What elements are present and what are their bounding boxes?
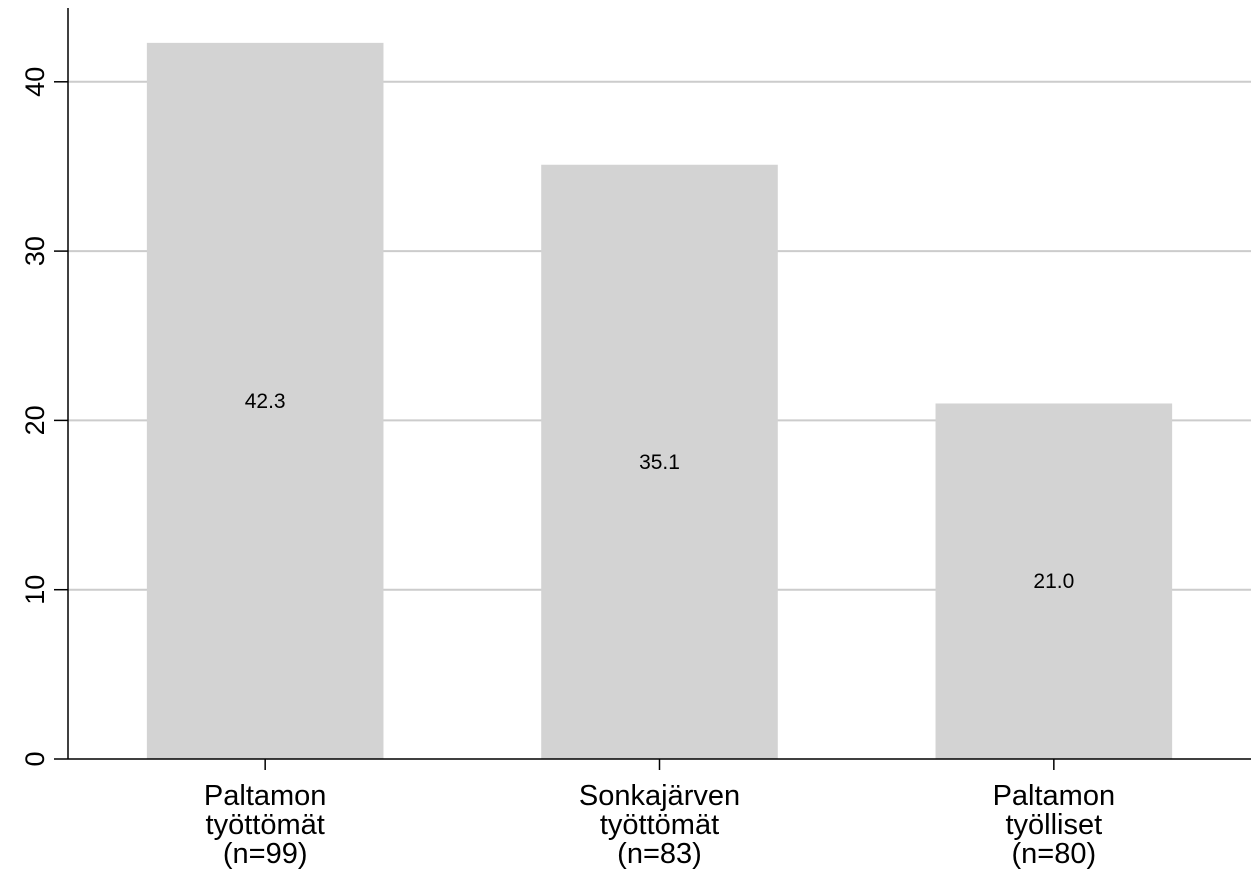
- y-tick-label: 0: [20, 751, 50, 766]
- x-category-label: (n=83): [617, 838, 702, 870]
- y-tick-label: 40: [20, 67, 50, 97]
- y-tick-label: 30: [20, 236, 50, 266]
- y-tick-label: 10: [20, 575, 50, 605]
- bar-value-label: 42.3: [245, 390, 286, 413]
- axes: [54, 8, 1251, 770]
- x-category-label: työttömät: [600, 809, 719, 841]
- bar-value-label: 35.1: [639, 451, 680, 474]
- x-category-label: (n=80): [1012, 838, 1097, 870]
- x-category-label: työttömät: [206, 809, 325, 841]
- x-category-label: Paltamon: [993, 780, 1116, 812]
- y-tick-label: 20: [20, 405, 50, 435]
- bars: [146, 42, 1173, 759]
- x-category-label: (n=99): [223, 838, 308, 870]
- bar: [541, 164, 778, 759]
- x-category-label: Paltamon: [204, 780, 327, 812]
- bar-value-label: 21.0: [1033, 570, 1074, 593]
- bar: [935, 403, 1173, 759]
- x-category-label: Sonkajärven: [579, 780, 740, 812]
- labels: 01020304042.3Paltamontyöttömät(n=99)35.1…: [20, 67, 1115, 870]
- bar: [146, 42, 384, 759]
- x-category-label: työlliset: [1005, 809, 1102, 841]
